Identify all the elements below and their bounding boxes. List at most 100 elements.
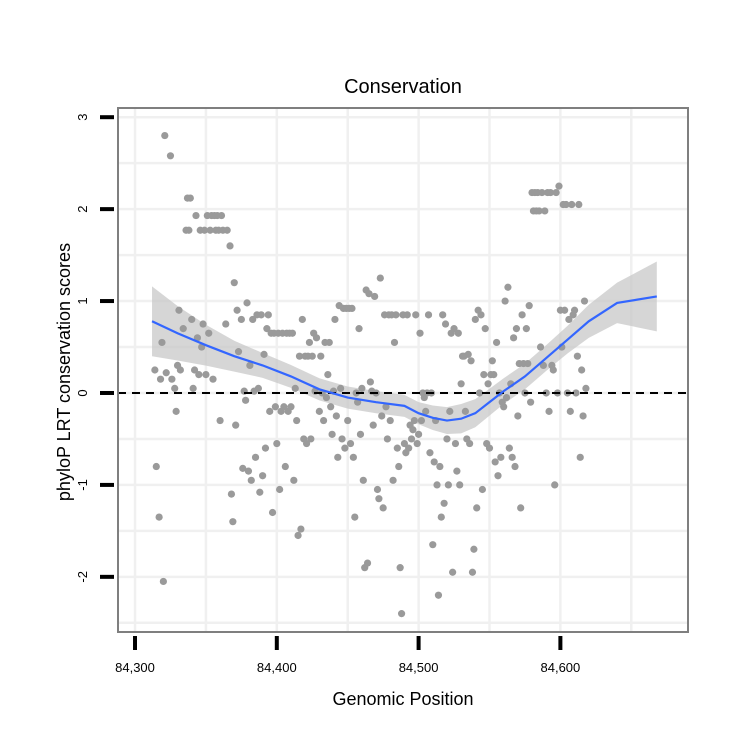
data-point <box>308 352 316 360</box>
data-point <box>416 329 424 337</box>
data-point <box>312 334 321 342</box>
data-point <box>562 200 570 209</box>
data-point <box>242 396 250 404</box>
data-point <box>478 485 487 494</box>
data-point <box>437 513 445 521</box>
data-point <box>302 439 311 448</box>
data-point <box>518 311 526 319</box>
data-point <box>373 485 382 494</box>
data-point <box>348 304 356 313</box>
data-point <box>405 444 413 452</box>
data-point <box>171 384 179 392</box>
data-point <box>327 403 335 411</box>
data-point <box>446 407 454 415</box>
data-point <box>247 476 255 484</box>
data-point <box>176 366 184 374</box>
data-point <box>511 462 519 471</box>
data-point <box>434 591 443 599</box>
data-point <box>222 320 230 328</box>
data-point <box>315 407 323 415</box>
x-tick-label: 84,600 <box>541 660 581 675</box>
data-point <box>166 152 175 160</box>
data-point <box>156 375 165 383</box>
data-point <box>266 407 274 415</box>
x-axis-label: Genomic Position <box>332 689 473 709</box>
data-point <box>334 453 342 461</box>
data-point <box>535 207 543 215</box>
data-point <box>199 320 207 328</box>
data-point <box>271 403 279 411</box>
data-point <box>249 315 257 324</box>
data-point <box>440 499 448 507</box>
data-point <box>288 329 297 337</box>
data-point <box>451 439 460 448</box>
data-point <box>453 467 461 475</box>
data-point <box>576 453 584 461</box>
panel-background <box>118 108 688 632</box>
data-point <box>536 343 545 351</box>
data-point <box>417 416 426 425</box>
data-point <box>502 393 511 402</box>
data-point <box>509 334 518 342</box>
data-point <box>172 407 180 415</box>
data-point <box>539 361 547 370</box>
data-point <box>542 389 550 397</box>
y-axis-label: phyloP LRT conservation scores <box>54 243 74 501</box>
data-point <box>426 449 434 457</box>
data-point <box>570 306 579 314</box>
data-point <box>233 306 241 314</box>
y-tick-label: -1 <box>75 479 90 491</box>
data-point <box>546 188 555 197</box>
data-point <box>433 481 441 489</box>
data-point <box>470 545 478 553</box>
data-point <box>580 297 589 305</box>
data-point <box>549 366 557 374</box>
data-point <box>504 283 512 291</box>
x-tick-label: 84,300 <box>115 660 155 675</box>
y-tick-label: 3 <box>75 114 90 121</box>
data-point <box>410 416 418 425</box>
data-point <box>294 531 302 540</box>
data-point <box>389 476 397 484</box>
data-point <box>346 439 355 448</box>
data-point <box>158 338 166 347</box>
data-point <box>471 315 479 324</box>
data-point <box>234 348 243 356</box>
data-point <box>429 541 437 549</box>
data-point <box>413 439 421 448</box>
data-point <box>369 421 377 429</box>
data-point <box>322 393 331 402</box>
data-point <box>366 378 374 386</box>
data-point <box>325 338 333 347</box>
data-point <box>565 315 573 324</box>
data-point <box>287 403 295 411</box>
smooth-trend-line <box>151 295 657 422</box>
data-point <box>179 325 187 333</box>
data-point <box>355 325 363 333</box>
data-point <box>524 359 532 368</box>
data-point <box>396 564 404 572</box>
data-point <box>257 311 265 319</box>
data-point <box>305 338 314 347</box>
data-point <box>186 194 194 202</box>
data-point <box>449 568 457 576</box>
data-point <box>457 380 465 388</box>
data-point <box>229 518 237 526</box>
data-point <box>261 444 270 452</box>
data-point <box>209 375 217 383</box>
data-point <box>192 211 200 220</box>
data-point <box>200 226 209 234</box>
data-point <box>223 226 231 234</box>
data-point <box>378 412 386 420</box>
data-point <box>409 426 417 434</box>
data-point <box>371 292 379 301</box>
data-point <box>379 504 387 512</box>
data-point <box>473 504 481 512</box>
confidence-ribbon <box>152 261 657 435</box>
data-point <box>501 297 509 305</box>
data-point <box>317 352 325 360</box>
data-point <box>155 513 163 521</box>
y-tick-label: 0 <box>75 389 90 396</box>
data-point <box>344 416 352 425</box>
panel-border <box>117 107 689 633</box>
